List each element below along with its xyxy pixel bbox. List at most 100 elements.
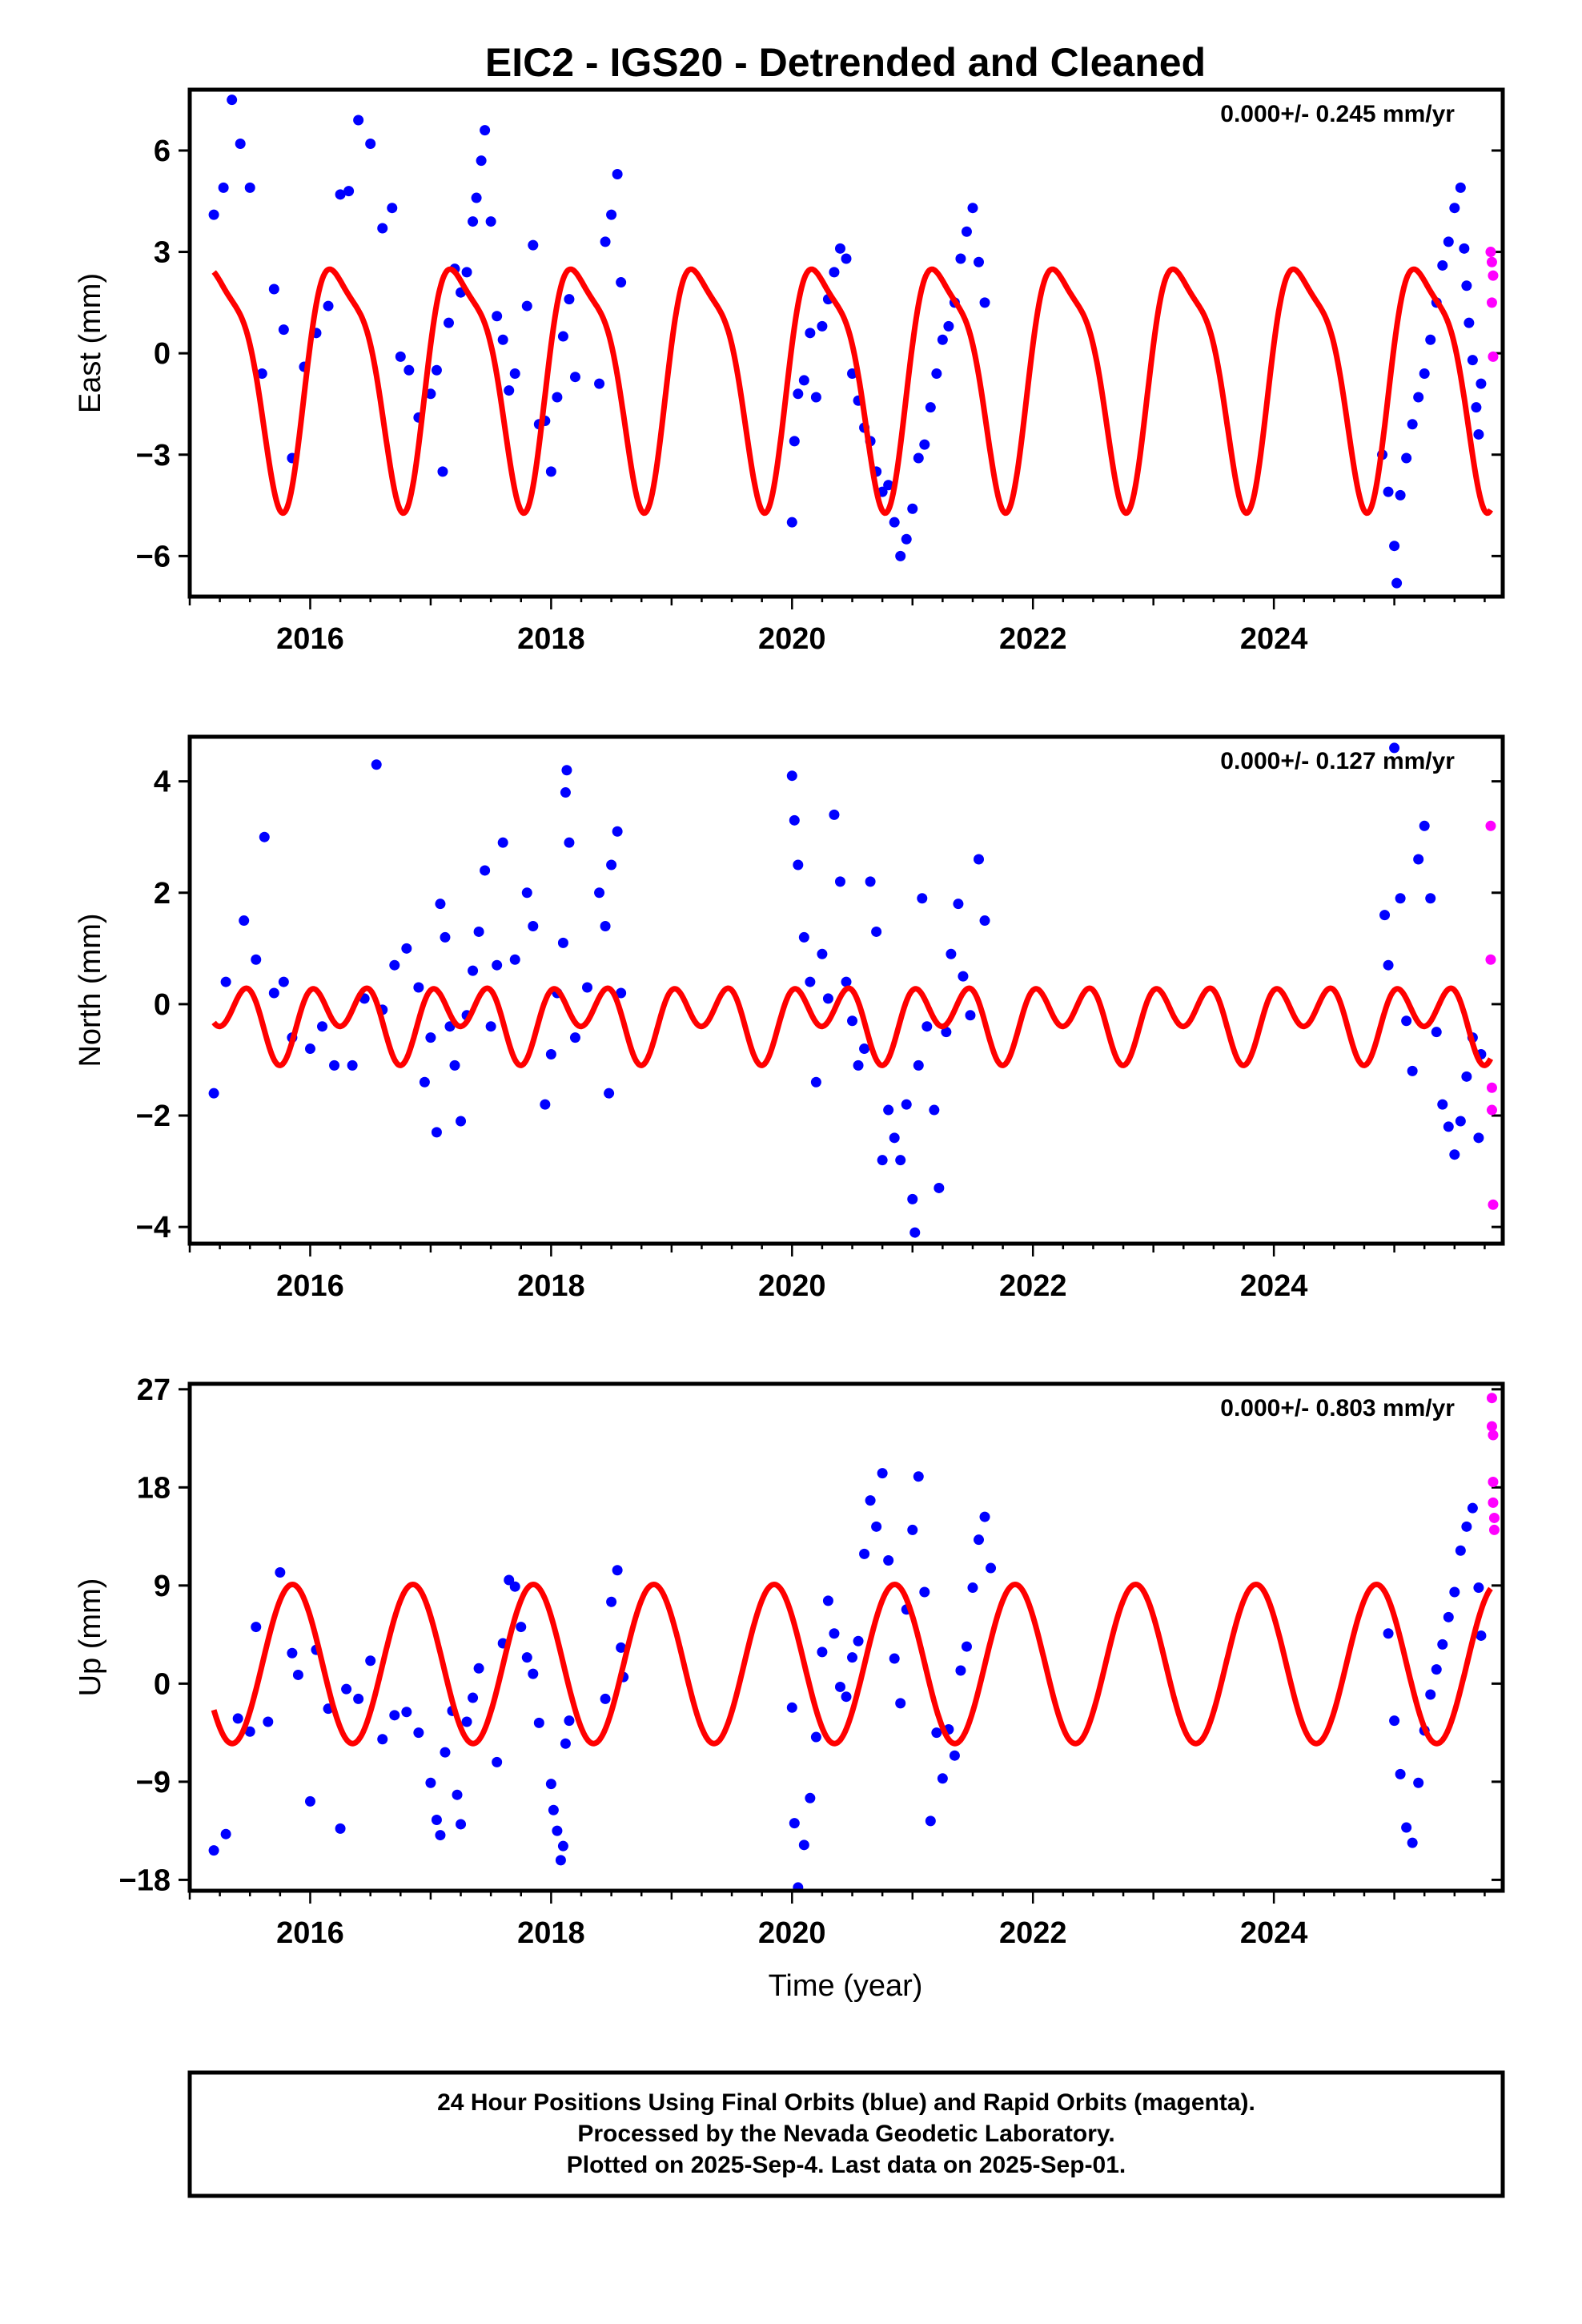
up-final-point (545, 1779, 556, 1790)
up-final-point (492, 1756, 503, 1767)
east-final-point (1407, 419, 1418, 430)
north-final-point (540, 1099, 551, 1110)
north-final-point (822, 993, 833, 1004)
north-final-point (304, 1043, 315, 1055)
up-final-point (208, 1845, 219, 1856)
north-final-point (793, 859, 804, 870)
up-final-point (413, 1727, 424, 1739)
north-rapid-point (1485, 954, 1496, 965)
up-final-point (555, 1855, 566, 1866)
up-final-point (560, 1738, 571, 1749)
north-final-point (965, 1010, 976, 1021)
east-final-point (931, 368, 942, 379)
up-seasonal-model-line (211, 1582, 1493, 1747)
up-final-point (786, 1702, 797, 1713)
east-final-point (1473, 428, 1484, 440)
up-final-point (220, 1828, 231, 1839)
info-line-3: Plotted on 2025-Sep-4. Last data on 2025… (567, 2152, 1126, 2178)
up-rapid-point (1488, 1477, 1499, 1488)
north-final-point (456, 1116, 467, 1127)
up-final-point (287, 1647, 298, 1659)
east-rate-annotation: 0.000+/- 0.245 mm/yr (1220, 101, 1455, 127)
east-final-point (1471, 402, 1482, 413)
up-final-point (292, 1669, 303, 1680)
north-final-point (1437, 1099, 1448, 1110)
east-final-point (497, 334, 508, 345)
north-y-tick-label: −4 (136, 1211, 171, 1244)
up-final-point (829, 1628, 840, 1639)
east-rapid-point (1488, 351, 1499, 362)
north-y-axis-label: North (mm) (74, 913, 107, 1067)
north-final-point (528, 921, 539, 932)
up-final-point (925, 1815, 936, 1827)
up-final-point (810, 1731, 821, 1743)
up-final-point (1383, 1628, 1394, 1639)
north-final-point (268, 987, 279, 999)
up-y-tick-label: 0 (154, 1667, 171, 1701)
east-final-point (967, 203, 978, 214)
up-final-point (431, 1815, 442, 1826)
east-rapid-point (1486, 256, 1497, 267)
north-final-point (435, 899, 446, 910)
north-final-point (941, 1027, 952, 1038)
north-final-point (805, 976, 816, 987)
north-final-point (480, 865, 491, 876)
north-final-point (1383, 959, 1394, 971)
east-plot-area (190, 90, 1503, 597)
north-final-point (1401, 1015, 1412, 1027)
east-final-point (227, 94, 238, 106)
east-final-point (883, 480, 894, 491)
up-x-tick-label: 2016 (276, 1916, 344, 1950)
up-final-point (931, 1727, 942, 1739)
east-y-axis-label: East (mm) (74, 273, 107, 413)
north-final-point (1461, 1071, 1472, 1082)
east-final-point (974, 256, 985, 267)
up-y-axis-label: Up (mm) (74, 1578, 107, 1697)
north-final-point (425, 1032, 436, 1043)
north-final-point (895, 1155, 906, 1166)
north-final-point (1413, 854, 1424, 865)
east-y-tick-label: −3 (136, 439, 171, 472)
east-final-point (1389, 541, 1400, 552)
up-final-point (1425, 1689, 1436, 1700)
north-final-point (798, 931, 809, 943)
up-final-point (600, 1693, 611, 1704)
north-x-tick-label: 2018 (517, 1269, 585, 1303)
north-final-point (259, 831, 270, 842)
up-rapid-point (1488, 1497, 1499, 1508)
east-final-point (925, 402, 936, 413)
east-final-point (1395, 489, 1406, 501)
east-plot-frame (187, 87, 1505, 599)
east-final-point (552, 392, 563, 403)
up-final-point (456, 1819, 467, 1830)
east-final-point (805, 328, 816, 339)
north-rapid-point (1485, 820, 1496, 831)
east-final-point (365, 139, 376, 150)
east-final-point (218, 182, 229, 193)
east-y-tick-label: 3 (154, 236, 171, 270)
up-final-point (516, 1622, 527, 1633)
north-final-point (401, 943, 412, 954)
east-rapid-point (1486, 297, 1497, 308)
up-final-point (335, 1823, 346, 1834)
up-plot-area (190, 1384, 1503, 1891)
north-final-point (859, 1043, 870, 1055)
up-final-point (919, 1586, 930, 1598)
north-final-point (841, 976, 852, 987)
east-final-point (955, 253, 966, 264)
north-final-point (789, 814, 800, 826)
north-final-point (1425, 893, 1436, 904)
up-final-point (937, 1773, 948, 1784)
north-final-point (521, 887, 532, 899)
up-final-point (353, 1693, 364, 1704)
east-final-point (943, 320, 954, 332)
up-final-point (949, 1750, 960, 1761)
up-final-point (986, 1562, 997, 1574)
east-final-point (919, 439, 930, 450)
east-final-point (461, 267, 472, 278)
up-y-tick-label: 27 (137, 1373, 171, 1407)
east-final-point (594, 378, 605, 389)
north-final-point (877, 1155, 888, 1166)
east-final-point (600, 236, 611, 247)
